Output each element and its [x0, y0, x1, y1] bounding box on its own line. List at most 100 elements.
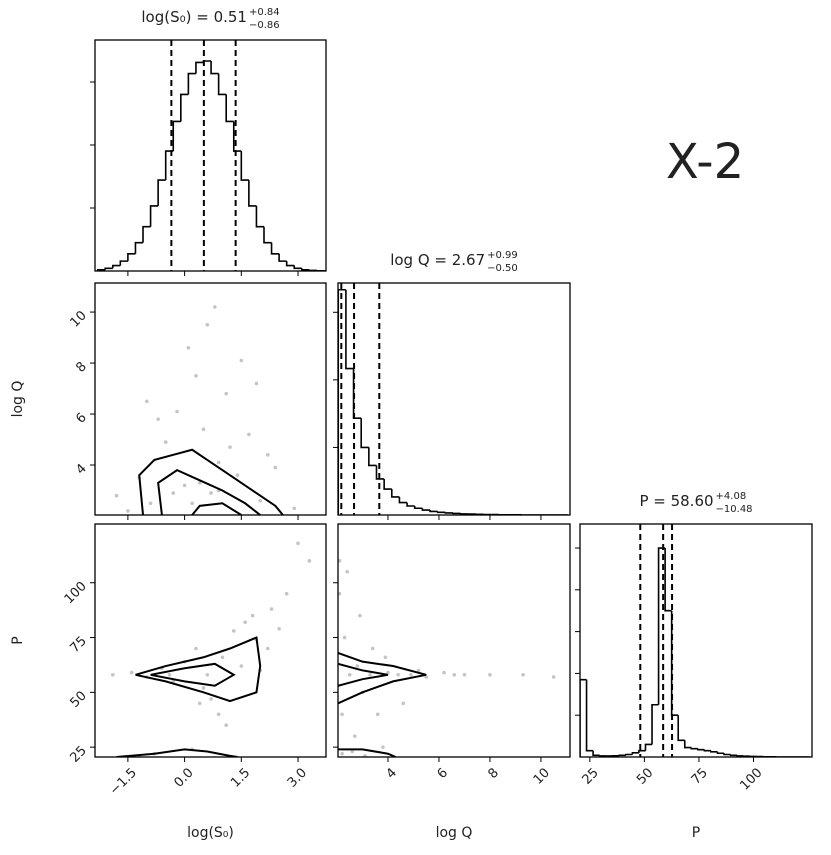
sample-point [110, 673, 115, 677]
hist-step [119, 260, 128, 266]
hist-step [413, 505, 423, 510]
sample-point [350, 749, 355, 754]
hist-step [375, 465, 385, 480]
sample-point [201, 686, 206, 690]
hist-step [308, 269, 317, 271]
title-lower-error: −0.50 [487, 263, 518, 274]
sample-point [409, 673, 413, 677]
x-tick-label: 1.5 [228, 765, 253, 790]
sample-point [171, 491, 176, 495]
sample-point [209, 697, 213, 701]
sample-point [243, 620, 247, 624]
hist-step [677, 715, 685, 742]
sample-point [197, 481, 202, 485]
sample-point [201, 427, 206, 432]
sample-point [383, 655, 388, 660]
sample-point [254, 381, 259, 386]
panel-label: X-2 [666, 134, 744, 190]
sample-point [205, 673, 210, 677]
hist-step [210, 61, 219, 75]
hist-step [723, 753, 731, 756]
title-upper-error: +0.99 [487, 250, 518, 261]
sample-point [353, 734, 357, 738]
sample-point [347, 673, 352, 677]
hist-step [345, 289, 354, 370]
x-axis-label: P [692, 825, 700, 841]
panel-frame [94, 282, 327, 516]
hist-step [580, 678, 587, 757]
sample-point [126, 509, 130, 513]
hist-step [716, 751, 725, 755]
y-tick-label: 10 [68, 308, 90, 330]
x-tick-label: 50 [634, 765, 656, 787]
sample-point [296, 541, 300, 546]
sample-point [216, 712, 221, 717]
y-tick-label: 4 [73, 461, 89, 477]
hist-step [703, 749, 711, 752]
contour [135, 636, 262, 703]
hist-step [285, 261, 295, 267]
sample-point [521, 673, 525, 677]
hist-step [436, 511, 446, 514]
sample-point [167, 673, 172, 677]
contour [191, 502, 242, 515]
y-tick-label: 100 [62, 579, 90, 607]
sample-point [265, 646, 270, 651]
x-tick-label: 75 [689, 765, 711, 787]
hist-step [729, 754, 738, 757]
x-tick-label: 0.0 [171, 765, 196, 790]
contour [338, 651, 427, 705]
sample-point [340, 751, 344, 756]
hist-step [651, 703, 659, 745]
sample-point [375, 712, 380, 717]
sample-point [144, 399, 149, 404]
hist-step [149, 205, 159, 227]
hist-step [644, 743, 653, 751]
sample-point [307, 559, 312, 563]
hist-step [134, 241, 144, 254]
hist-step [195, 61, 204, 74]
y-tick-label: 6 [73, 410, 89, 426]
title-lower-error: −0.86 [249, 20, 280, 31]
y-tick-label: 75 [68, 634, 90, 656]
sample-point [368, 673, 372, 677]
hist-step [111, 264, 121, 269]
sample-point [224, 723, 228, 728]
hist-step [638, 749, 646, 753]
hist-step [255, 205, 264, 228]
hist-step [664, 548, 672, 612]
hist-step [240, 151, 249, 181]
hist-step [683, 740, 692, 749]
contour [138, 448, 284, 515]
panel-frame [579, 523, 813, 758]
hist-step [278, 253, 287, 262]
contour [157, 468, 261, 515]
sample-point [442, 670, 446, 675]
x-tick-label: −1.5 [107, 765, 140, 798]
hist-step [390, 489, 400, 498]
sample-point [277, 626, 281, 631]
hist-step [444, 512, 453, 514]
sample-point [416, 668, 421, 673]
sample-point [345, 569, 349, 574]
sample-point [247, 432, 251, 437]
panel-frame [337, 282, 571, 516]
hist-step [598, 755, 607, 757]
y-tick-label: 25 [68, 743, 90, 765]
sample-point [269, 607, 274, 611]
sample-point [338, 559, 342, 563]
x-tick-label: 25 [580, 765, 602, 787]
hist-step [421, 508, 431, 511]
sample-point [342, 635, 347, 640]
sample-point [197, 701, 202, 706]
y-axis-label: P [10, 636, 26, 644]
panel-title: P = 58.60 [639, 492, 713, 510]
hist-step [585, 679, 594, 752]
sample-point [258, 498, 263, 503]
sample-point [381, 745, 385, 749]
hist-step [217, 73, 227, 96]
sample-point [292, 506, 297, 511]
panel-data [110, 541, 312, 757]
x-tick-label: 3.0 [285, 765, 310, 790]
panel-frame [94, 523, 327, 758]
